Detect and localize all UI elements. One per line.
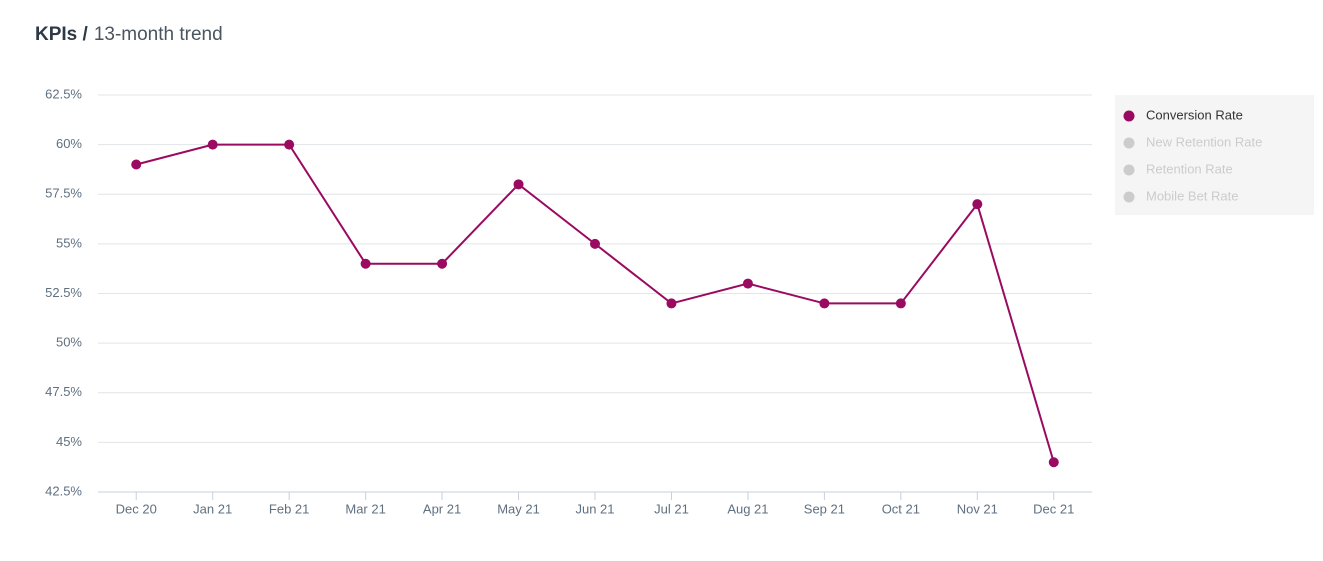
- y-tick-label: 42.5%: [45, 483, 82, 498]
- legend-label[interactable]: Mobile Bet Rate: [1146, 188, 1239, 203]
- point: [972, 199, 983, 210]
- x-tick-label: Jun 21: [575, 501, 614, 516]
- x-tick-label: Aug 21: [727, 501, 768, 516]
- x-tick-label: Oct 21: [882, 501, 920, 516]
- point: [284, 139, 295, 150]
- y-tick-label: 47.5%: [45, 384, 82, 399]
- point: [131, 159, 142, 170]
- y-tick-label: 45%: [56, 434, 82, 449]
- legend-label[interactable]: Retention Rate: [1146, 161, 1233, 176]
- legend-marker[interactable]: [1123, 191, 1135, 203]
- point: [590, 238, 600, 249]
- line: [135, 143, 1055, 463]
- point: [666, 298, 677, 309]
- point: [1048, 457, 1059, 468]
- y-tick-label: 57.5%: [45, 186, 82, 201]
- y-tick-label: 52.5%: [45, 285, 82, 300]
- y-tick-label: 62.5%: [45, 86, 82, 101]
- legend-marker[interactable]: [1123, 110, 1135, 122]
- legend-box: [1115, 95, 1314, 215]
- chart-subtitle: 13-month trend: [94, 24, 223, 45]
- x-tick-label: Jan 21: [193, 501, 232, 516]
- x-tick-label: Dec 20: [116, 501, 157, 516]
- x-tick-label: Nov 21: [957, 501, 998, 516]
- point: [895, 298, 906, 309]
- legend-marker[interactable]: [1123, 164, 1135, 176]
- point: [819, 298, 830, 309]
- x-tick-label: Jul 21: [654, 501, 689, 516]
- x-tick-label: Sep 21: [804, 501, 845, 516]
- x-tick-label: Apr 21: [423, 501, 461, 516]
- y-tick-label: 50%: [56, 335, 82, 350]
- x-tick-label: Mar 21: [345, 501, 385, 516]
- x-tick-label: Dec 21: [1033, 501, 1074, 516]
- y-tick-label: 55%: [56, 235, 82, 250]
- x-tick-label: May 21: [497, 501, 540, 516]
- point: [742, 278, 753, 289]
- legend-label[interactable]: Conversion Rate: [1146, 107, 1243, 122]
- chart-title: KPIs /: [35, 24, 89, 45]
- point: [207, 139, 218, 150]
- legend-marker[interactable]: [1123, 137, 1135, 149]
- point: [360, 258, 371, 269]
- legend-label[interactable]: New Retention Rate: [1146, 134, 1262, 149]
- y-tick-label: 60%: [56, 136, 82, 151]
- x-tick-label: Feb 21: [269, 501, 309, 516]
- point: [437, 258, 448, 269]
- point: [513, 179, 524, 190]
